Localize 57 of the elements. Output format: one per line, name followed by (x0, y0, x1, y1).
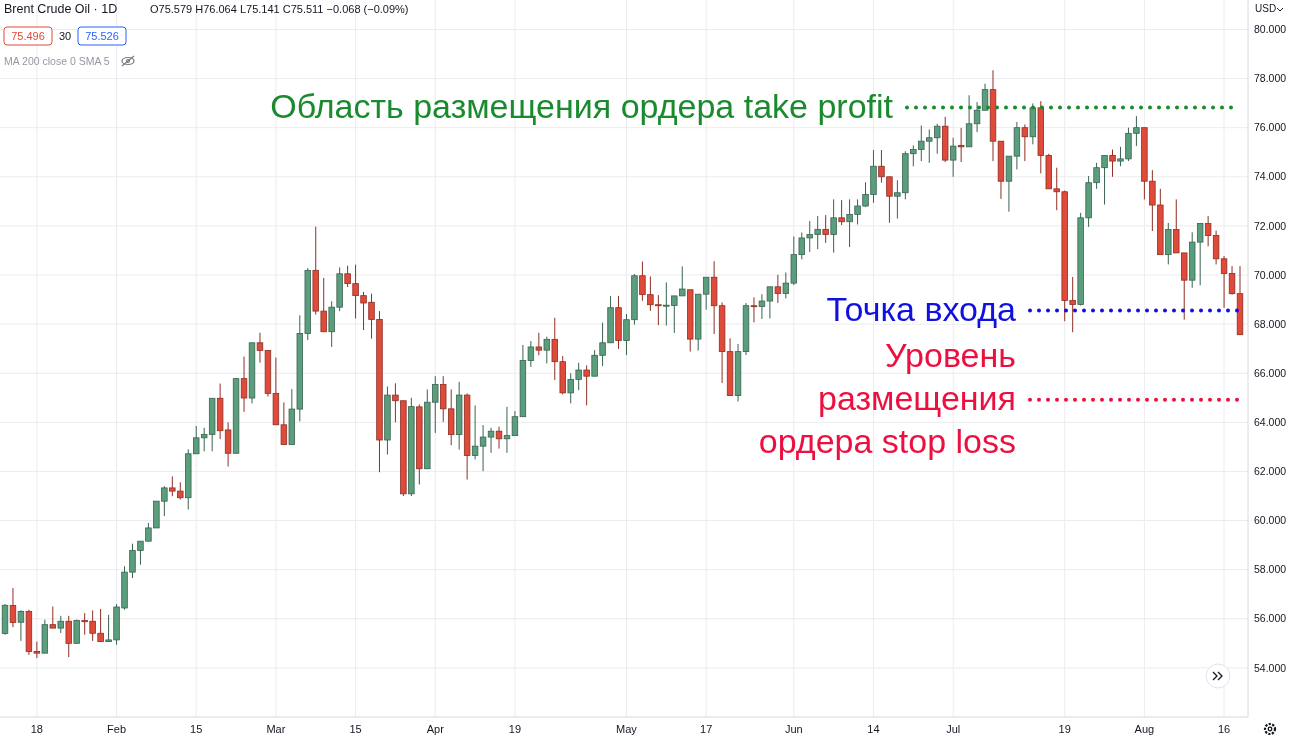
y-tick-label: 56.000 (1254, 612, 1287, 625)
candlestick (830, 198, 837, 254)
x-tick-label: Aug (1134, 723, 1155, 735)
annotation: 75.496 (11, 30, 45, 42)
candlestick (17, 609, 25, 642)
x-tick-label: 19 (508, 723, 522, 735)
x-tick-label: 16 (1217, 723, 1231, 735)
candlestick (957, 127, 965, 163)
candlestick (583, 364, 590, 406)
candlestick (543, 336, 551, 364)
annotation: MA 200 close 0 SMA 5 (4, 55, 110, 67)
y-tick-label: 76.000 (1254, 121, 1287, 134)
x-tick-label: May (616, 723, 638, 735)
candlestick (774, 274, 782, 304)
y-tick-label: 60.000 (1254, 514, 1287, 527)
candlestick (65, 615, 72, 658)
candlestick (822, 214, 829, 244)
x-tick-label: Jul (946, 723, 961, 735)
x-tick-label: Apr (426, 723, 445, 735)
candlestick (949, 137, 957, 178)
candlestick (838, 199, 845, 226)
y-axis-title: USD (1255, 3, 1277, 14)
y-tick-label: 58.000 (1254, 563, 1287, 576)
x-tick-label: 15 (349, 723, 362, 735)
ref-line-label: Уровень размещения ордера stop loss (758, 335, 1016, 460)
x-tick-label: Jun (784, 723, 803, 735)
annotation: O75.579 H76.064 L75.141 C75.511 −0.068 (−0.09%) (150, 3, 409, 15)
y-tick-label: 68.000 (1254, 317, 1287, 330)
chart-title: Brent Crude Oil · 1D (4, 2, 118, 16)
x-tick-label: 14 (867, 723, 880, 735)
y-tick-label: 70.000 (1254, 268, 1287, 281)
x-tick-label: 19 (1058, 723, 1071, 735)
candlestick (750, 296, 758, 323)
candlestick (49, 606, 57, 629)
y-tick-label: 74.000 (1254, 170, 1287, 183)
annotation: 30 (58, 30, 72, 42)
y-tick-label: 54.000 (1254, 661, 1287, 674)
candlestick (240, 356, 248, 413)
x-tick-label: 15 (190, 723, 203, 735)
x-tick-label: 18 (30, 723, 43, 735)
x-tick-label: 17 (700, 723, 713, 735)
candlestick (495, 426, 503, 450)
y-tick-label: 62.000 (1254, 465, 1287, 478)
y-tick-label: 78.000 (1254, 72, 1287, 85)
x-tick-label: Feb (107, 723, 127, 735)
candlestick (9, 587, 17, 628)
y-tick-label: 64.000 (1254, 416, 1287, 429)
y-tick-label: 80.000 (1254, 23, 1287, 36)
candlestick (535, 332, 543, 356)
ref-line-label: Точка входа (826, 289, 1017, 328)
y-tick-label: 66.000 (1254, 366, 1287, 379)
annotation: 75.526 (85, 30, 119, 42)
ref-line-label: Область размещения ордера take profit (270, 86, 894, 125)
x-tick-label: Mar (266, 723, 286, 735)
candlestick (1109, 149, 1116, 178)
candlestick (1021, 123, 1029, 162)
y-tick-label: 72.000 (1254, 219, 1287, 232)
